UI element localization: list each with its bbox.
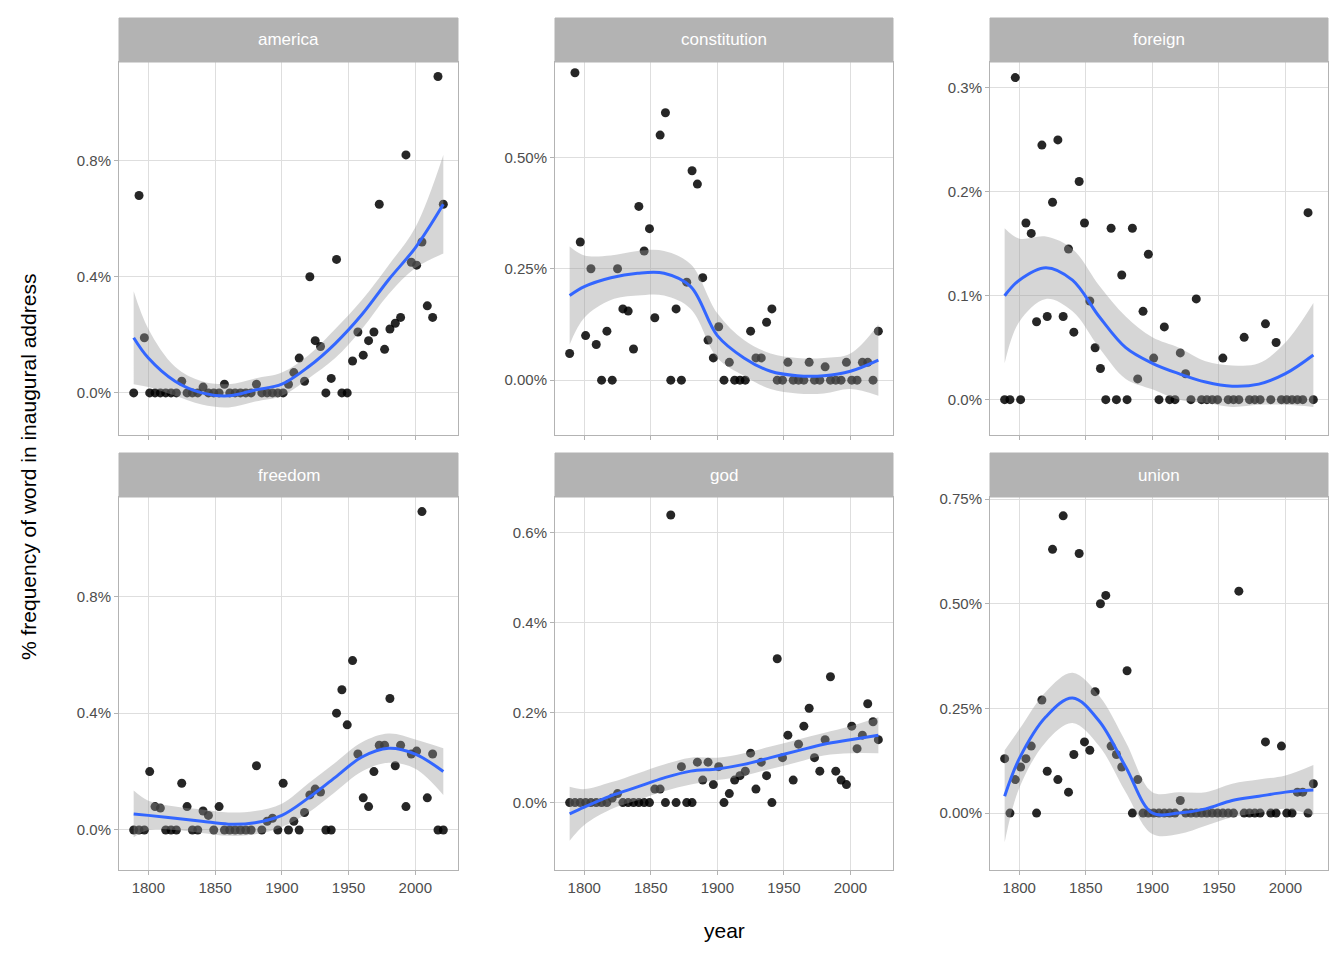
svg-text:constitution: constitution [681,30,767,49]
svg-text:0.00%: 0.00% [939,804,982,821]
svg-text:1800: 1800 [1003,879,1036,896]
svg-text:foreign: foreign [1133,30,1185,49]
svg-text:union: union [1138,466,1180,485]
svg-text:2000: 2000 [399,879,432,896]
svg-text:1850: 1850 [1069,879,1102,896]
svg-text:0.25%: 0.25% [939,700,982,717]
svg-text:0.0%: 0.0% [77,821,111,838]
svg-text:0.0%: 0.0% [77,384,111,401]
svg-text:0.8%: 0.8% [77,588,111,605]
svg-text:0.50%: 0.50% [939,595,982,612]
svg-text:god: god [710,466,738,485]
svg-text:1850: 1850 [198,879,231,896]
svg-text:2000: 2000 [834,879,867,896]
svg-text:0.75%: 0.75% [939,490,982,507]
svg-text:0.4%: 0.4% [77,268,111,285]
svg-text:0.8%: 0.8% [77,152,111,169]
svg-text:year: year [704,919,745,942]
svg-text:1950: 1950 [1202,879,1235,896]
svg-text:america: america [258,30,319,49]
svg-text:1800: 1800 [568,879,601,896]
svg-text:0.4%: 0.4% [77,704,111,721]
svg-text:0.0%: 0.0% [948,391,982,408]
svg-text:% frequency of word in inaugur: % frequency of word in inaugural address [17,274,40,660]
svg-text:0.50%: 0.50% [504,149,547,166]
svg-text:2000: 2000 [1269,879,1302,896]
svg-text:0.4%: 0.4% [513,614,547,631]
svg-text:0.0%: 0.0% [513,794,547,811]
svg-text:0.3%: 0.3% [948,79,982,96]
svg-text:1800: 1800 [132,879,165,896]
svg-text:0.00%: 0.00% [504,371,547,388]
svg-text:1850: 1850 [634,879,667,896]
svg-text:1950: 1950 [332,879,365,896]
svg-text:1900: 1900 [265,879,298,896]
svg-text:1900: 1900 [701,879,734,896]
svg-text:0.2%: 0.2% [513,704,547,721]
svg-text:0.1%: 0.1% [948,287,982,304]
svg-text:freedom: freedom [258,466,320,485]
svg-text:0.6%: 0.6% [513,524,547,541]
svg-text:1900: 1900 [1136,879,1169,896]
svg-text:0.2%: 0.2% [948,183,982,200]
svg-text:0.25%: 0.25% [504,260,547,277]
svg-text:1950: 1950 [767,879,800,896]
